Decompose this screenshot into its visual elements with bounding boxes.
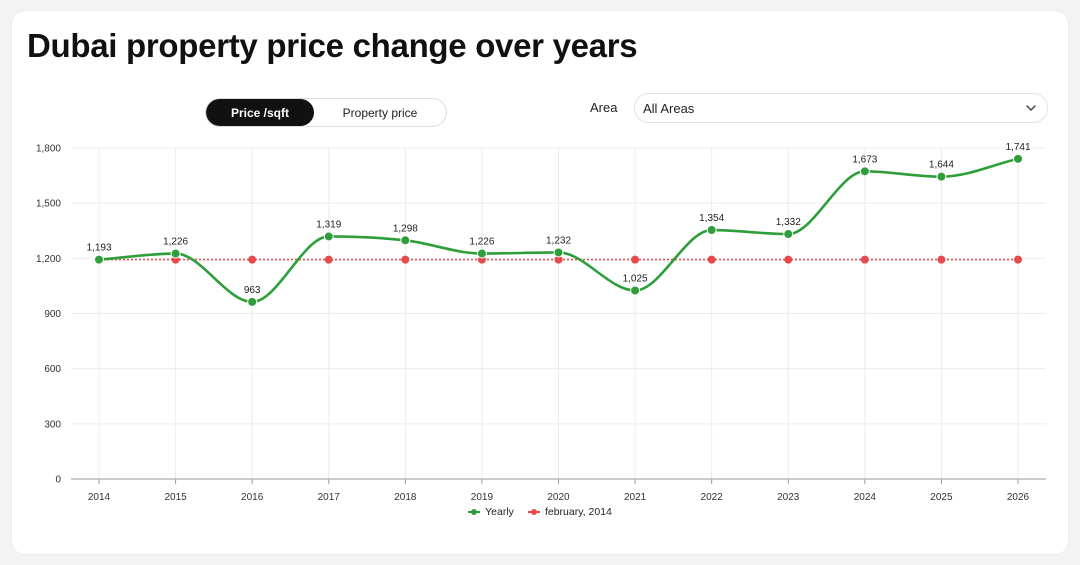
x-tick-label: 2025 — [930, 492, 953, 503]
baseline-point — [631, 255, 640, 264]
data-label: 1,226 — [469, 237, 494, 248]
baseline-point — [784, 255, 793, 264]
yearly-point — [1013, 153, 1023, 164]
yearly-point — [400, 235, 411, 246]
y-tick-label: 300 — [44, 419, 61, 430]
yearly-point — [783, 229, 794, 240]
legend-item-baseline[interactable]: february, 2014 — [527, 506, 612, 518]
data-label: 1,332 — [776, 217, 801, 228]
area-select-value: All Areas — [643, 100, 695, 116]
data-label: 1,741 — [1005, 142, 1030, 153]
x-tick-label: 2018 — [394, 492, 417, 503]
legend-yearly-label: Yearly — [485, 506, 514, 518]
area-label: Area — [590, 100, 618, 115]
y-tick-label: 0 — [55, 475, 61, 486]
x-tick-label: 2015 — [164, 492, 187, 503]
x-tick-label: 2022 — [701, 492, 724, 503]
x-tick-label: 2020 — [547, 492, 570, 503]
legend-baseline-label: february, 2014 — [544, 506, 612, 518]
price-per-sqft-tab[interactable]: Price /sqft — [206, 99, 314, 126]
x-tick-label: 2014 — [88, 492, 111, 503]
data-label: 1,354 — [699, 213, 724, 224]
chart-card: Dubai property price change over years P… — [11, 10, 1069, 555]
data-label: 1,226 — [163, 237, 188, 248]
data-label: 1,025 — [623, 274, 648, 285]
x-tick-label: 2023 — [777, 492, 800, 503]
y-tick-label: 1,200 — [36, 254, 61, 265]
yearly-point — [170, 248, 181, 259]
baseline-point — [554, 255, 563, 264]
yearly-point — [476, 248, 487, 259]
baseline-point — [401, 255, 410, 264]
yearly-point — [247, 296, 258, 307]
yearly-point — [936, 171, 947, 182]
baseline-point — [1014, 255, 1022, 264]
yearly-point — [630, 285, 641, 296]
data-label: 1,319 — [316, 219, 341, 230]
x-tick-label: 2024 — [854, 492, 877, 503]
data-label: 1,673 — [852, 154, 877, 165]
data-label: 1,232 — [546, 235, 571, 246]
yearly-point — [859, 166, 870, 177]
legend-baseline-marker-icon — [527, 508, 540, 516]
chart-legend: Yearly february, 2014 — [0, 506, 1080, 518]
y-tick-label: 1,800 — [36, 144, 61, 155]
y-tick-label: 600 — [44, 364, 61, 375]
price-mode-toggle: Price /sqft Property price — [205, 98, 447, 127]
data-label: 963 — [244, 285, 261, 296]
area-select[interactable]: All Areas — [634, 93, 1048, 123]
property-price-tab[interactable]: Property price — [342, 105, 418, 120]
yearly-point — [323, 231, 334, 242]
data-label: 1,193 — [86, 243, 111, 254]
page-title: Dubai property price change over years — [27, 27, 638, 64]
price-line-chart: 0 300 600 900 1,200 1,500 1,800 2014 2015 2016 201… — [36, 142, 1046, 503]
baseline-point — [860, 255, 869, 264]
legend-yearly-marker-icon — [468, 508, 481, 516]
baseline-point — [707, 255, 716, 264]
baseline-point — [324, 255, 333, 264]
yearly-point — [94, 254, 104, 265]
chevron-down-icon — [1026, 105, 1036, 111]
data-label: 1,298 — [393, 223, 418, 234]
legend-item-yearly[interactable]: Yearly — [468, 506, 514, 518]
baseline-point — [248, 255, 257, 264]
x-tick-label: 2017 — [318, 492, 341, 503]
x-tick-label: 2019 — [471, 492, 494, 503]
baseline-point — [937, 255, 946, 264]
x-tick-label: 2026 — [1007, 492, 1030, 503]
x-tick-label: 2021 — [624, 492, 647, 503]
y-tick-label: 1,500 — [36, 199, 61, 210]
x-tick-label: 2016 — [241, 492, 264, 503]
data-label: 1,644 — [929, 160, 954, 171]
yearly-point — [553, 247, 564, 258]
yearly-point — [706, 225, 717, 236]
y-tick-label: 900 — [44, 309, 61, 320]
